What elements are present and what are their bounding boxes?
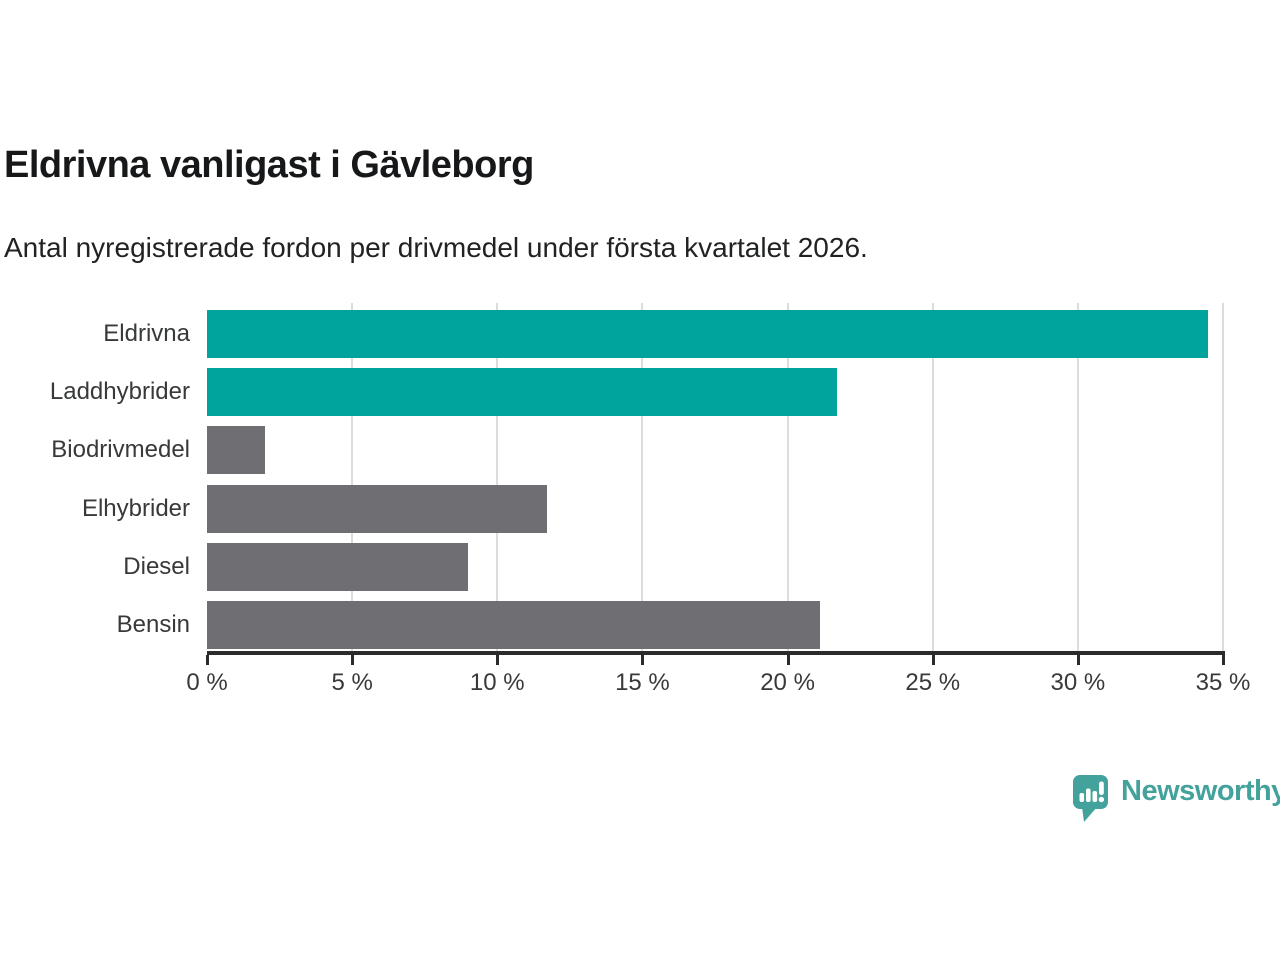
x-tick-15 — [641, 655, 645, 665]
x-tick-label-5: 5 % — [331, 669, 373, 696]
x-tick-label-25: 25 % — [905, 669, 961, 696]
bar-bensin — [207, 601, 820, 649]
chart-subtitle: Antal nyregistrerade fordon per drivmede… — [4, 232, 868, 263]
x-axis-line — [207, 651, 1225, 655]
bar-laddhybrider — [207, 368, 837, 416]
gridline-35 — [1222, 303, 1224, 651]
chart-title: Eldrivna vanligast i Gävleborg — [4, 144, 534, 186]
category-label-biodrivmedel: Biodrivmedel — [51, 436, 190, 463]
category-label-bensin: Bensin — [116, 611, 190, 638]
bar-chart-plot-area: 0 % 5 % 10 % 15 % 20 % 25 % 30 % 35 % — [186, 303, 1250, 696]
category-label-elhybrider: Elhybrider — [81, 495, 190, 522]
x-tick-25 — [931, 655, 935, 665]
category-label-eldrivna: Eldrivna — [103, 320, 190, 347]
bar-eldrivna — [207, 310, 1209, 358]
newsworthy-logo: Newsworthy — [1072, 774, 1280, 824]
newsworthy-icon — [1073, 775, 1108, 822]
x-tick-label-0: 0 % — [186, 669, 228, 696]
x-tick-label-35: 35 % — [1195, 669, 1251, 696]
category-label-diesel: Diesel — [123, 553, 190, 580]
x-tick-10 — [496, 655, 500, 665]
gridline-15 — [641, 303, 644, 651]
newsworthy-wordmark: Newsworthy — [1121, 775, 1280, 807]
y-axis-labels: Eldrivna Laddhybrider Biodrivmedel Elhybrid… — [0, 303, 190, 651]
bar-elhybrider — [207, 485, 547, 533]
gridline-20 — [786, 303, 789, 651]
x-tick-label-20: 20 % — [760, 669, 815, 696]
gridline-25 — [931, 303, 934, 651]
x-tick-0 — [206, 655, 209, 665]
gridline-5 — [351, 303, 354, 651]
bar-biodrivmedel — [207, 426, 266, 474]
x-tick-35 — [1222, 655, 1225, 665]
x-tick-label-30: 30 % — [1050, 669, 1106, 696]
x-tick-label-10: 10 % — [469, 669, 525, 696]
bar-diesel — [207, 543, 469, 591]
gridline-10 — [496, 303, 499, 651]
x-tick-20 — [786, 655, 790, 665]
category-label-laddhybrider: Laddhybrider — [49, 378, 190, 405]
x-tick-label-15: 15 % — [615, 669, 670, 696]
x-tick-5 — [351, 655, 355, 665]
x-tick-30 — [1076, 655, 1080, 665]
gridline-30 — [1076, 303, 1079, 651]
